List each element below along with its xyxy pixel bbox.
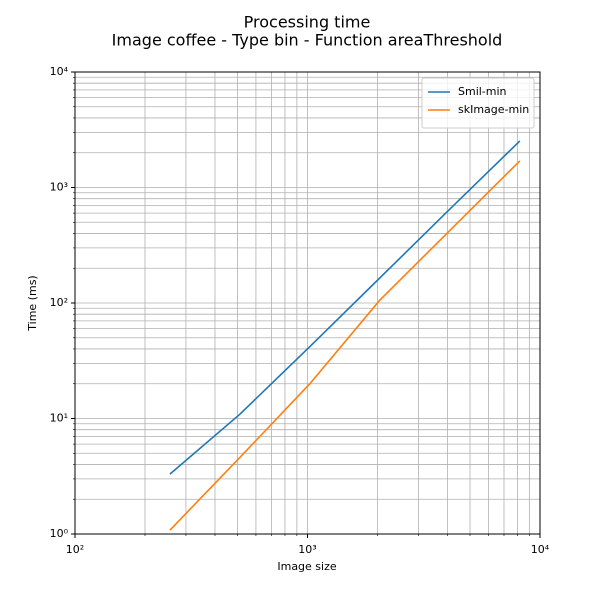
chart-subtitle: Image coffee - Type bin - Function areaT… <box>112 31 503 50</box>
x-tick-label: 10³ <box>298 543 316 556</box>
y-tick-label: 10¹ <box>50 412 68 425</box>
x-tick-label: 10² <box>66 543 84 556</box>
y-axis-label: Time (ms) <box>26 275 39 331</box>
y-tick-label: 10⁰ <box>50 527 69 540</box>
y-tick-label: 10⁴ <box>50 65 69 78</box>
legend-label: skImage-min <box>458 103 529 116</box>
series-line <box>169 140 521 475</box>
x-axis-label: Image size <box>277 560 337 573</box>
legend-label: Smil-min <box>458 85 507 98</box>
plot-frame <box>74 71 541 535</box>
chart-title: Processing time <box>244 13 371 32</box>
y-tick-label: 10³ <box>50 181 68 194</box>
x-tick-label: 10⁴ <box>531 543 550 556</box>
series-line <box>169 160 521 531</box>
y-tick-label: 10² <box>50 296 68 309</box>
legend-box <box>421 77 535 129</box>
